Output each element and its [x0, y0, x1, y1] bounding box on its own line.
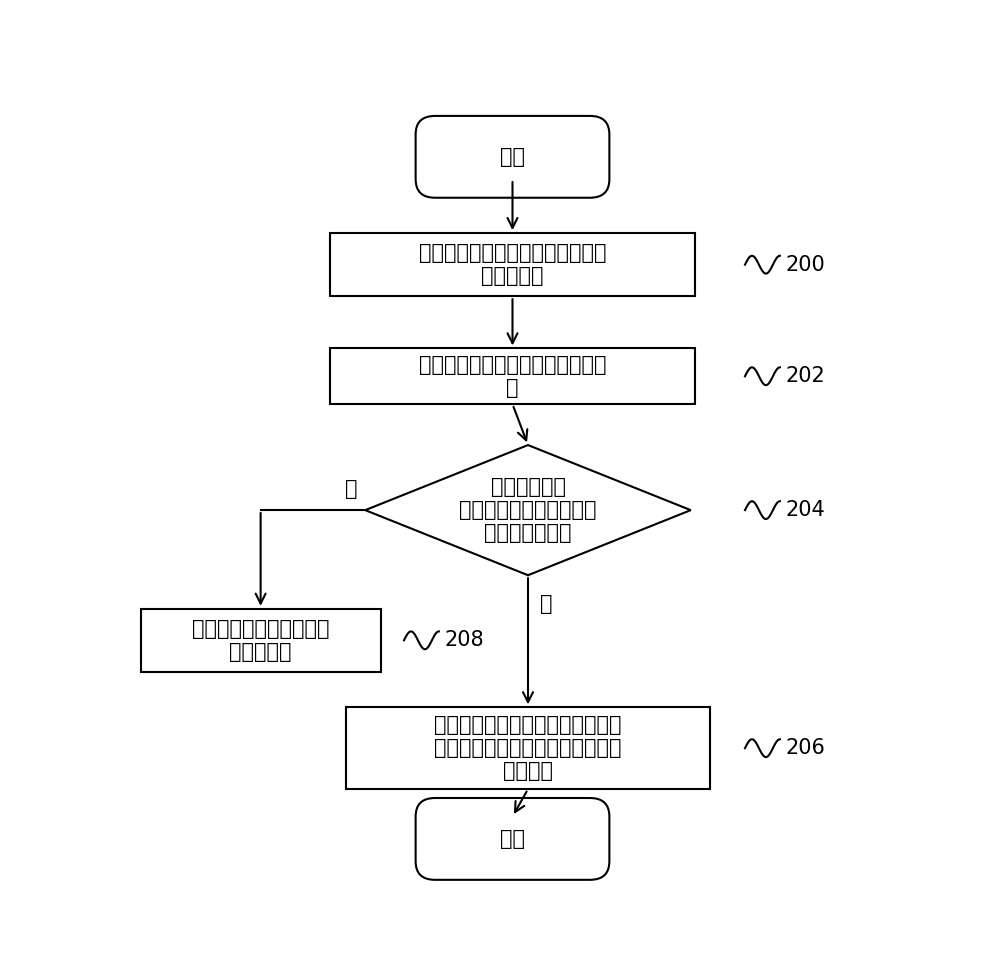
- Text: 开始: 开始: [500, 147, 525, 167]
- FancyBboxPatch shape: [330, 349, 695, 404]
- Text: 202: 202: [785, 366, 825, 386]
- FancyBboxPatch shape: [416, 116, 609, 198]
- Text: 200: 200: [785, 255, 825, 274]
- Text: 206: 206: [785, 738, 825, 758]
- Text: 208: 208: [444, 630, 484, 650]
- Text: 是: 是: [540, 594, 552, 613]
- FancyBboxPatch shape: [346, 707, 710, 789]
- Text: 否: 否: [345, 479, 358, 499]
- Text: 通过所述电控
模块判断所述当前温度是
否大于预设温度: 通过所述电控 模块判断所述当前温度是 否大于预设温度: [459, 477, 597, 543]
- FancyBboxPatch shape: [416, 798, 609, 880]
- Text: 结束: 结束: [500, 829, 525, 849]
- FancyBboxPatch shape: [330, 233, 695, 297]
- Text: 通过所述检测元件检测所述散热器
的当前温度: 通过所述检测元件检测所述散热器 的当前温度: [419, 243, 606, 286]
- Text: 通过所述电控模块控制所述阀门打
开，以将所述输水管导通为所述散
热器降温: 通过所述电控模块控制所述阀门打 开，以将所述输水管导通为所述散 热器降温: [434, 715, 622, 781]
- Polygon shape: [365, 445, 691, 575]
- Text: 通过所述电控模块控制所
述阀门关闭: 通过所述电控模块控制所 述阀门关闭: [192, 618, 329, 662]
- FancyBboxPatch shape: [140, 609, 381, 672]
- Text: 204: 204: [785, 500, 825, 520]
- Text: 将所述当前温度发送至所述电控模
块: 将所述当前温度发送至所述电控模 块: [419, 355, 606, 398]
